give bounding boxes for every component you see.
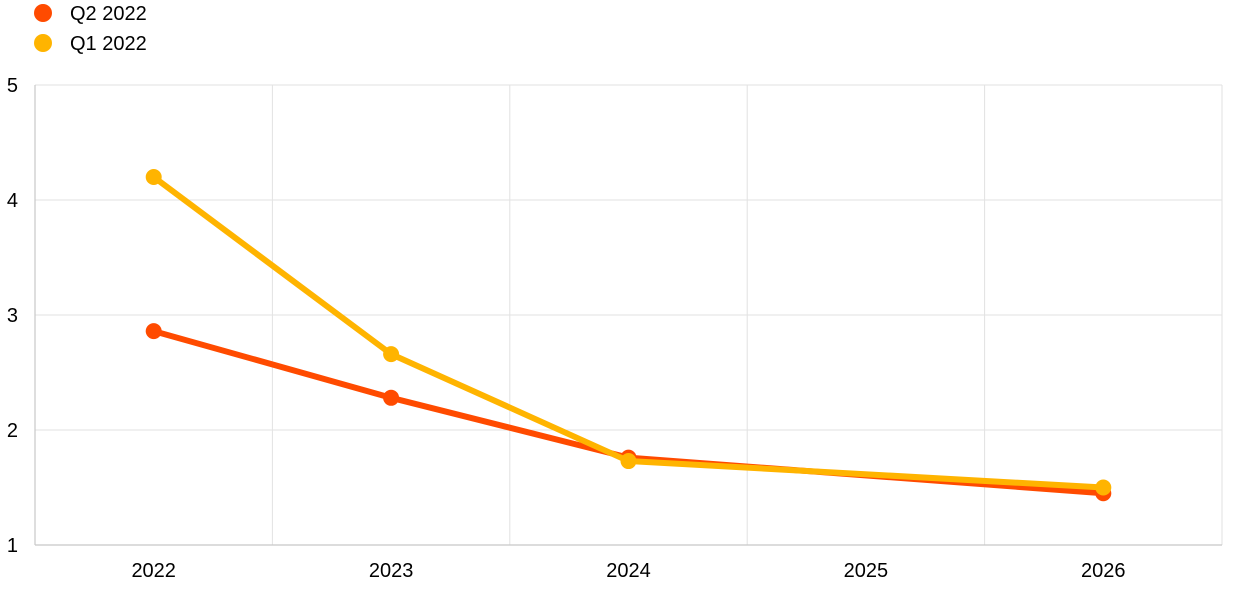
axes: 1 2 3 4 5 2022 2023 2024 2025 2026 — [7, 75, 1222, 582]
y-tick-label: 4 — [7, 190, 18, 212]
series-point — [145, 323, 162, 340]
series-point — [383, 389, 400, 406]
x-tick-label: 2022 — [131, 560, 176, 582]
x-tick-label: 2023 — [369, 560, 414, 582]
y-tick-label: 2 — [7, 420, 18, 442]
y-tick-label: 1 — [7, 535, 18, 557]
y-tick-label: 3 — [7, 305, 18, 327]
series-point — [383, 346, 400, 363]
legend: Q2 2022 Q1 2022 — [34, 3, 147, 55]
y-tick-label: 5 — [7, 75, 18, 97]
legend-label: Q2 2022 — [70, 3, 147, 25]
x-tick-label: 2024 — [606, 560, 651, 582]
grid — [35, 84, 1223, 545]
series-point — [620, 453, 637, 470]
legend-marker — [34, 34, 52, 52]
legend-marker — [34, 4, 52, 22]
series-line-1 — [150, 174, 1107, 491]
series-layer — [145, 169, 1112, 502]
x-tick-label: 2025 — [844, 560, 889, 582]
x-tick-label: 2026 — [1081, 560, 1126, 582]
series-point — [1095, 479, 1112, 496]
legend-label: Q1 2022 — [70, 33, 147, 55]
series-point — [145, 169, 162, 185]
